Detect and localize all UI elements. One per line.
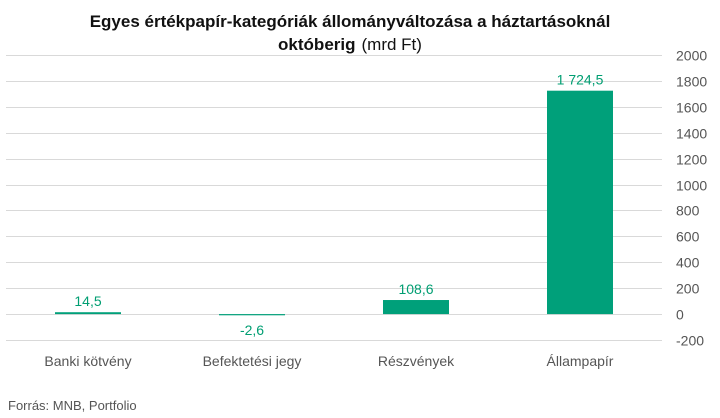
bar — [55, 312, 121, 315]
bar — [383, 300, 449, 315]
y-tick-label: 600 — [676, 229, 700, 245]
chart-title: Egyes értékpapír-kategóriák állományvált… — [0, 10, 700, 56]
y-tick-label: 1000 — [676, 178, 707, 194]
chart-title-line2-text: októberig — [278, 35, 356, 54]
y-tick-label: 200 — [676, 281, 700, 297]
y-tick-label: 400 — [676, 255, 700, 271]
data-label: 14,5 — [74, 293, 101, 309]
bar — [219, 314, 285, 316]
y-tick-label: -200 — [676, 333, 704, 349]
bars — [55, 90, 613, 316]
y-tick-label: 1800 — [676, 74, 707, 90]
y-tick-label: 1600 — [676, 100, 707, 116]
y-axis: -200 0 200 400 600 800 1000 1200 1400 1600 1800 200… — [676, 48, 707, 349]
data-label: 108,6 — [398, 281, 433, 297]
y-tick-label: 1200 — [676, 152, 707, 168]
y-tick-label: 0 — [676, 307, 684, 323]
y-tick-label: 2000 — [676, 48, 707, 64]
x-tick-label: Befektetési jegy — [203, 353, 302, 369]
x-tick-label: Állampapír — [547, 353, 614, 369]
data-labels: 14,5 -2,6 108,6 1 724,5 — [74, 72, 603, 338]
source-note: Forrás: MNB, Portfolio — [8, 398, 137, 413]
bar — [547, 90, 613, 315]
data-label: -2,6 — [240, 322, 264, 338]
x-tick-label: Banki kötvény — [44, 353, 131, 369]
chart-unit: (mrd Ft) — [361, 35, 422, 54]
data-label: 1 724,5 — [557, 72, 604, 88]
x-tick-label: Részvények — [378, 353, 455, 369]
x-axis: Banki kötvény Befektetési jegy Részvények Á… — [44, 353, 613, 369]
chart-title-line2: októberig (mrd Ft) — [0, 33, 700, 56]
y-tick-label: 800 — [676, 203, 700, 219]
y-tick-label: 1400 — [676, 126, 707, 142]
chart-title-line1: Egyes értékpapír-kategóriák állományvált… — [89, 12, 611, 31]
